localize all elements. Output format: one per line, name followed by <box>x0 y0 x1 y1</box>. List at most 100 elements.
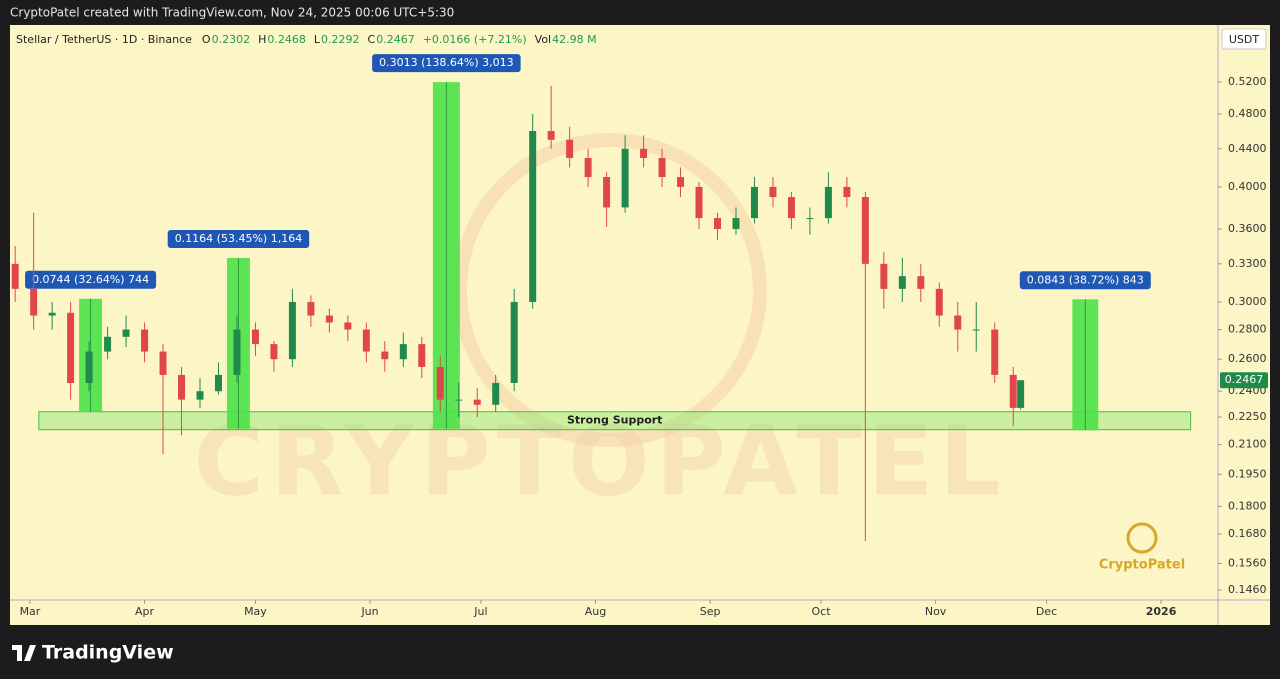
last-price-bg <box>1220 372 1268 389</box>
candle-body <box>510 301 518 383</box>
x-tick-label: Jul <box>473 605 487 618</box>
measure-label: 0.0744 (32.64%) 744 <box>25 270 157 289</box>
candle-body <box>288 301 296 360</box>
candle-body <box>954 315 962 330</box>
candle-body <box>824 186 832 219</box>
candle-body <box>399 344 407 360</box>
candle-body <box>362 329 370 352</box>
candle-body <box>806 218 814 220</box>
legend-key: H <box>258 33 266 46</box>
y-tick-label: 0.1680 <box>1228 527 1267 540</box>
candle-body <box>141 329 149 352</box>
watermark-ring <box>453 133 767 447</box>
price-axis-background <box>1218 25 1270 625</box>
candle-body <box>787 197 795 219</box>
candle-body <box>214 374 222 392</box>
candle-body <box>270 344 278 360</box>
legend-key: L <box>314 33 321 46</box>
candle-body <box>455 399 463 401</box>
candle-body <box>935 288 943 316</box>
candle-body <box>436 366 444 400</box>
candle-body <box>621 148 629 208</box>
candle-body <box>640 148 648 158</box>
candle-body <box>677 177 685 187</box>
candle-body <box>861 197 869 264</box>
legend-value: +0.0166 (+7.21%) <box>423 33 527 46</box>
measure-label-bg <box>372 54 521 73</box>
candle-body <box>1017 380 1025 408</box>
x-tick-label: Sep <box>700 605 721 618</box>
y-tick-label: 0.4400 <box>1228 142 1267 155</box>
measure-label-bg <box>1019 271 1151 290</box>
candle-body <box>48 312 56 316</box>
measure-label-text: 0.0843 (38.72%) 843 <box>1027 273 1144 286</box>
measure-label: 0.3013 (138.64%) 3,013 <box>372 54 521 73</box>
candle-body <box>104 336 112 352</box>
x-tick-label: Oct <box>811 605 831 618</box>
candle-body <box>196 391 204 400</box>
x-tick-label: Aug <box>585 605 606 618</box>
legend: Stellar / TetherUS · 1D · Binance <box>16 33 192 46</box>
legend-key: C <box>368 33 376 46</box>
x-tick-label: 2026 <box>1146 605 1177 618</box>
candle-body <box>917 276 925 289</box>
candle-body <box>769 186 777 198</box>
candle-body <box>732 218 740 230</box>
measure-label: 0.1164 (53.45%) 1,164 <box>167 229 310 248</box>
y-tick-label: 0.4800 <box>1228 107 1267 120</box>
candle-body <box>843 186 851 198</box>
x-tick-label: Mar <box>20 605 41 618</box>
x-tick-label: Apr <box>135 605 155 618</box>
y-tick-label: 0.3300 <box>1228 257 1267 270</box>
y-tick-label: 0.1800 <box>1228 499 1267 512</box>
y-tick-label: 0.2600 <box>1228 352 1267 365</box>
y-tick-label: 0.1460 <box>1228 583 1267 596</box>
y-tick-label: 0.2800 <box>1228 323 1267 336</box>
footer-logo <box>12 645 36 661</box>
support-label: Strong Support <box>567 414 662 427</box>
candle-body <box>492 382 500 405</box>
candle-body <box>233 329 241 375</box>
candle-body <box>547 131 555 140</box>
measure-label-text: 0.1164 (53.45%) 1,164 <box>175 232 303 245</box>
currency: USDT <box>1229 33 1260 46</box>
measure-label-bg <box>167 229 310 248</box>
candle-body <box>1009 374 1017 408</box>
watermark-text: CRYPTOPATEL <box>194 405 1007 517</box>
legend-key: Vol <box>535 33 551 46</box>
last-price: 0.2467 <box>1225 373 1264 386</box>
support-zone <box>38 411 1192 431</box>
footer-brand: TradingView <box>42 642 174 664</box>
candle-body <box>898 276 906 289</box>
tv-logo <box>12 645 36 661</box>
legend-value: 0.2468 <box>267 33 306 46</box>
candle-body <box>473 399 481 405</box>
logo-icon <box>1126 522 1158 554</box>
y-tick-label: 0.2100 <box>1228 438 1267 451</box>
candle-body <box>714 218 722 230</box>
candle-body <box>695 186 703 219</box>
legend-value: 0.2292 <box>321 33 360 46</box>
y-tick-label: 0.2250 <box>1228 410 1267 423</box>
candle-body <box>880 263 888 289</box>
y-tick-label: 0.3000 <box>1228 295 1267 308</box>
x-tick-label: Nov <box>925 605 947 618</box>
y-tick-label: 0.5200 <box>1228 75 1267 88</box>
legend-value: 0.2302 <box>212 33 251 46</box>
measure-label-text: 0.3013 (138.64%) 3,013 <box>379 56 514 69</box>
candle-body <box>251 329 259 345</box>
y-tick-label: 0.1950 <box>1228 467 1267 480</box>
header-text: CryptoPatel created with TradingView.com… <box>10 6 454 20</box>
candle-body <box>381 351 389 360</box>
y-tick-label: 0.1560 <box>1228 557 1267 570</box>
candle-body <box>566 139 574 158</box>
watermark-group: CRYPTOPATEL <box>194 133 1007 517</box>
candle-body <box>67 312 75 383</box>
candle-body <box>122 329 130 337</box>
y-tick-label: 0.4000 <box>1228 180 1267 193</box>
candle-body <box>584 157 592 178</box>
candle-body <box>529 131 537 302</box>
candle-body <box>972 329 980 331</box>
candle-body <box>603 177 611 208</box>
